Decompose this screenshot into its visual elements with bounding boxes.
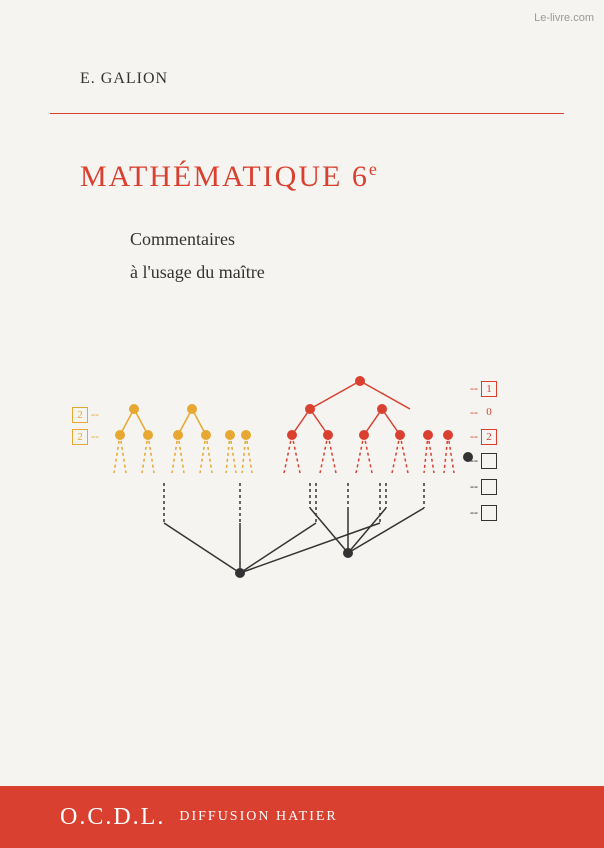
publisher-acronym: O.C.D.L.: [60, 804, 165, 831]
subtitle-block: Commentaires à l'usage du maître: [130, 229, 544, 283]
title-superscript: e: [369, 159, 379, 179]
legend-right: -- 2: [470, 429, 497, 445]
subtitle-line-2: à l'usage du maître: [130, 262, 544, 283]
legend-right: -- 0: [470, 405, 497, 421]
tree-diagram: 2 -- 2 -- -- 1 -- 0 -- 2 -- -- --: [70, 353, 530, 613]
legend-right: --: [470, 505, 497, 521]
publisher-diffusion: DIFFUSION HATIER: [179, 809, 337, 825]
diagram-svg: [70, 353, 530, 613]
book-cover: E. GALION MATHÉMATIQUE 6e Commentaires à…: [0, 0, 604, 848]
divider-line: [50, 113, 564, 114]
author-name: E. GALION: [80, 70, 544, 88]
publisher-footer: O.C.D.L. DIFFUSION HATIER: [0, 786, 604, 848]
legend-left: 2 --: [72, 407, 99, 423]
legend-left: 2 --: [72, 429, 99, 445]
book-title: MATHÉMATIQUE 6e: [80, 159, 544, 194]
legend-right: --: [470, 479, 497, 495]
legend-right: --: [470, 453, 497, 469]
legend-right: -- 1: [470, 381, 497, 397]
subtitle-line-1: Commentaires: [130, 229, 544, 250]
title-text: MATHÉMATIQUE 6: [80, 160, 369, 193]
